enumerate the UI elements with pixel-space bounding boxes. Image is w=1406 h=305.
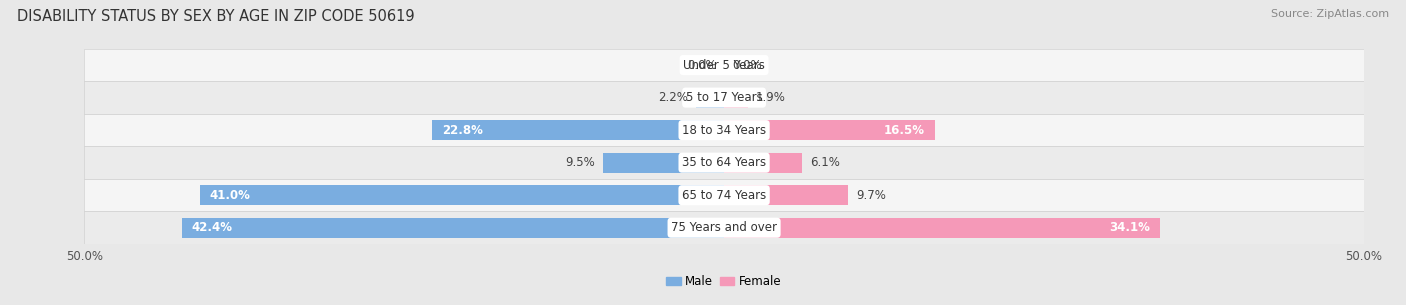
- Legend: Male, Female: Male, Female: [662, 270, 786, 293]
- Text: 9.5%: 9.5%: [565, 156, 595, 169]
- Text: 35 to 64 Years: 35 to 64 Years: [682, 156, 766, 169]
- Text: 2.2%: 2.2%: [658, 91, 689, 104]
- Text: 65 to 74 Years: 65 to 74 Years: [682, 189, 766, 202]
- Bar: [84, 211, 1364, 244]
- Text: 9.7%: 9.7%: [856, 189, 886, 202]
- Bar: [433, 120, 724, 140]
- Text: 16.5%: 16.5%: [884, 124, 925, 137]
- Text: 34.1%: 34.1%: [1109, 221, 1150, 234]
- Bar: [84, 49, 1364, 81]
- Text: 75 Years and over: 75 Years and over: [671, 221, 778, 234]
- Text: Source: ZipAtlas.com: Source: ZipAtlas.com: [1271, 9, 1389, 19]
- Bar: [724, 152, 803, 173]
- Bar: [724, 88, 748, 108]
- Bar: [724, 120, 935, 140]
- Bar: [200, 185, 724, 205]
- Bar: [84, 179, 1364, 211]
- Text: 5 to 17 Years: 5 to 17 Years: [686, 91, 762, 104]
- Bar: [724, 218, 1160, 238]
- Text: 41.0%: 41.0%: [209, 189, 250, 202]
- Text: 6.1%: 6.1%: [810, 156, 839, 169]
- Text: 18 to 34 Years: 18 to 34 Years: [682, 124, 766, 137]
- Bar: [84, 114, 1364, 146]
- Bar: [603, 152, 724, 173]
- Bar: [181, 218, 724, 238]
- Bar: [724, 185, 848, 205]
- Text: 0.0%: 0.0%: [686, 59, 717, 72]
- Text: 0.0%: 0.0%: [731, 59, 762, 72]
- Bar: [84, 81, 1364, 114]
- Text: Under 5 Years: Under 5 Years: [683, 59, 765, 72]
- Text: 1.9%: 1.9%: [756, 91, 786, 104]
- Bar: [84, 146, 1364, 179]
- Bar: [696, 88, 724, 108]
- Text: DISABILITY STATUS BY SEX BY AGE IN ZIP CODE 50619: DISABILITY STATUS BY SEX BY AGE IN ZIP C…: [17, 9, 415, 24]
- Text: 42.4%: 42.4%: [191, 221, 233, 234]
- Text: 22.8%: 22.8%: [443, 124, 484, 137]
